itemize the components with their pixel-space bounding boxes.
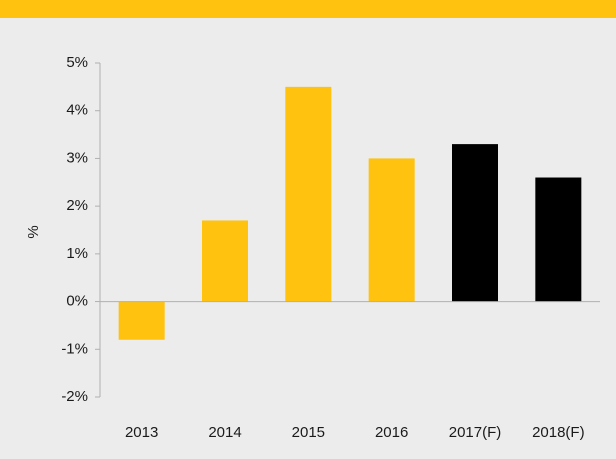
bar bbox=[368, 158, 415, 302]
bar bbox=[285, 86, 332, 302]
x-tick-label: 2014 bbox=[208, 424, 241, 441]
y-tick-label: 0% bbox=[66, 293, 88, 310]
header-bar bbox=[0, 0, 616, 18]
y-tick-label: 5% bbox=[66, 54, 88, 71]
x-tick-label: 2015 bbox=[292, 424, 325, 441]
y-tick-label: 4% bbox=[66, 102, 88, 119]
bar bbox=[452, 144, 498, 302]
y-tick-label: 1% bbox=[66, 245, 88, 262]
x-tick-label: 2018(F) bbox=[532, 424, 585, 441]
y-axis-label: % bbox=[25, 225, 42, 238]
y-tick-label: 2% bbox=[66, 197, 88, 214]
y-tick-label: 3% bbox=[66, 149, 88, 166]
bar bbox=[202, 220, 248, 302]
x-tick-label: 2017(F) bbox=[449, 424, 502, 441]
bar bbox=[535, 177, 582, 302]
y-tick-label: -1% bbox=[61, 340, 88, 357]
x-tick-label: 2013 bbox=[125, 424, 158, 441]
x-tick-label: 2016 bbox=[375, 424, 408, 441]
bar bbox=[118, 301, 165, 340]
y-tick-label: -2% bbox=[61, 388, 88, 405]
